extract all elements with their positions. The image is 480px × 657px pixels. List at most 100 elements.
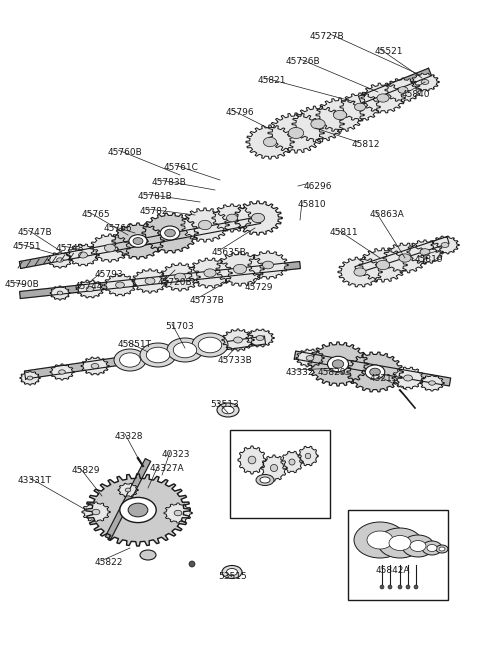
Text: 45720B: 45720B xyxy=(158,278,192,287)
Polygon shape xyxy=(431,236,459,254)
Ellipse shape xyxy=(377,94,389,102)
Ellipse shape xyxy=(227,214,238,222)
Circle shape xyxy=(388,585,392,589)
Polygon shape xyxy=(338,257,382,287)
Ellipse shape xyxy=(145,278,155,284)
Text: 45840: 45840 xyxy=(402,90,431,99)
Polygon shape xyxy=(248,251,288,279)
Polygon shape xyxy=(234,201,282,235)
Ellipse shape xyxy=(91,363,99,369)
Text: 45822: 45822 xyxy=(95,558,123,567)
Polygon shape xyxy=(308,342,368,386)
Polygon shape xyxy=(67,244,99,266)
Polygon shape xyxy=(132,269,168,293)
Polygon shape xyxy=(212,204,252,232)
Polygon shape xyxy=(359,68,432,104)
Ellipse shape xyxy=(410,541,426,551)
Ellipse shape xyxy=(140,343,176,367)
Ellipse shape xyxy=(256,336,264,340)
Ellipse shape xyxy=(146,347,170,363)
Polygon shape xyxy=(268,113,324,153)
Polygon shape xyxy=(292,106,344,142)
Polygon shape xyxy=(355,237,449,273)
Ellipse shape xyxy=(422,541,442,555)
Text: 45727B: 45727B xyxy=(310,32,345,41)
Polygon shape xyxy=(347,352,403,392)
Ellipse shape xyxy=(376,260,390,269)
Text: 43327A: 43327A xyxy=(150,464,185,473)
Polygon shape xyxy=(246,125,294,159)
Polygon shape xyxy=(142,213,198,253)
Ellipse shape xyxy=(370,368,380,376)
Ellipse shape xyxy=(248,456,256,464)
Ellipse shape xyxy=(116,282,124,288)
Bar xyxy=(348,510,448,600)
Ellipse shape xyxy=(133,238,143,244)
Ellipse shape xyxy=(114,349,146,371)
Polygon shape xyxy=(316,98,364,132)
Ellipse shape xyxy=(57,291,63,295)
Ellipse shape xyxy=(105,244,116,252)
Ellipse shape xyxy=(436,545,448,553)
Ellipse shape xyxy=(256,474,274,486)
Ellipse shape xyxy=(402,535,434,557)
Ellipse shape xyxy=(389,535,411,551)
Ellipse shape xyxy=(367,531,393,549)
Ellipse shape xyxy=(198,337,222,353)
Polygon shape xyxy=(81,357,109,375)
Ellipse shape xyxy=(429,381,435,385)
Text: 45760B: 45760B xyxy=(108,148,143,157)
Text: 45744: 45744 xyxy=(75,282,103,291)
Text: 45751: 45751 xyxy=(13,242,42,251)
Ellipse shape xyxy=(120,497,156,522)
Ellipse shape xyxy=(140,550,156,560)
Text: 45812: 45812 xyxy=(352,140,381,149)
Polygon shape xyxy=(385,78,421,102)
Text: 45782: 45782 xyxy=(140,207,168,216)
Ellipse shape xyxy=(288,127,304,139)
Ellipse shape xyxy=(204,269,216,277)
Text: 45829: 45829 xyxy=(72,466,100,475)
Text: 45761C: 45761C xyxy=(164,163,199,172)
Text: 45796: 45796 xyxy=(226,108,254,117)
Polygon shape xyxy=(296,349,324,367)
Circle shape xyxy=(189,561,195,567)
Ellipse shape xyxy=(264,137,276,147)
Text: 45793: 45793 xyxy=(95,270,124,279)
Polygon shape xyxy=(359,248,407,282)
Ellipse shape xyxy=(167,338,203,362)
Text: 43213: 43213 xyxy=(370,374,398,383)
Text: 45729: 45729 xyxy=(245,283,274,292)
Polygon shape xyxy=(90,234,130,262)
Text: 40323: 40323 xyxy=(162,450,191,459)
Ellipse shape xyxy=(332,360,344,368)
Polygon shape xyxy=(407,240,443,264)
Ellipse shape xyxy=(378,528,422,558)
Polygon shape xyxy=(24,336,265,379)
Ellipse shape xyxy=(365,365,385,379)
Text: 53513: 53513 xyxy=(210,400,239,409)
Ellipse shape xyxy=(165,229,175,237)
Ellipse shape xyxy=(129,235,147,247)
Polygon shape xyxy=(105,459,151,539)
Ellipse shape xyxy=(160,226,180,240)
Text: 45810: 45810 xyxy=(298,200,326,209)
Ellipse shape xyxy=(125,488,131,492)
Text: 45733B: 45733B xyxy=(218,356,253,365)
Ellipse shape xyxy=(327,356,348,372)
Ellipse shape xyxy=(27,376,33,380)
Polygon shape xyxy=(281,451,303,472)
Polygon shape xyxy=(20,371,40,385)
Ellipse shape xyxy=(192,333,228,357)
Text: 45781B: 45781B xyxy=(138,192,173,201)
Ellipse shape xyxy=(128,503,148,517)
Text: 45783B: 45783B xyxy=(152,178,187,187)
Ellipse shape xyxy=(57,258,63,262)
Ellipse shape xyxy=(86,286,94,292)
Ellipse shape xyxy=(79,252,87,258)
Ellipse shape xyxy=(263,261,274,269)
Ellipse shape xyxy=(399,254,411,262)
Polygon shape xyxy=(76,280,104,298)
Polygon shape xyxy=(112,223,164,259)
Bar xyxy=(230,430,330,518)
